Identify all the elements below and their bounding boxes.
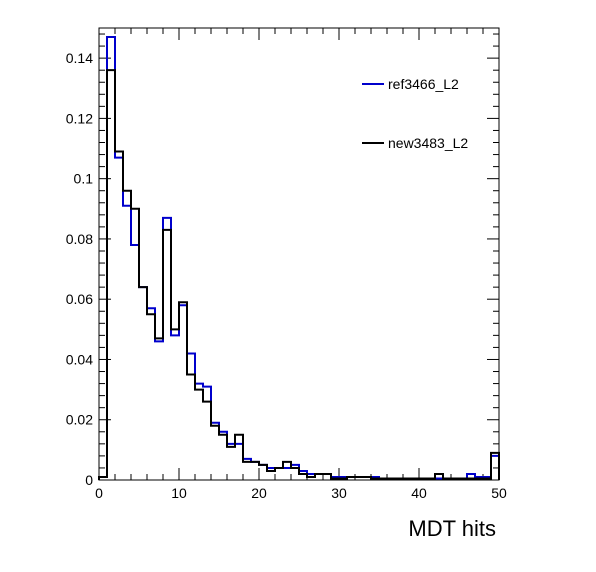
legend-label-new: new3483_L2 — [388, 135, 468, 151]
x-axis-title: MDT hits — [408, 516, 496, 541]
x-tick-label: 50 — [491, 485, 507, 501]
x-tick-label: 30 — [331, 485, 347, 501]
plot-border — [98, 27, 500, 481]
plot-frame — [98, 27, 500, 481]
y-tick-label: 0 — [85, 472, 93, 488]
legend-box — [356, 62, 486, 172]
legend: ref3466_L2 new3483_L2 — [356, 62, 486, 172]
x-tick-label: 0 — [95, 485, 103, 501]
x-tick-label: 40 — [411, 485, 427, 501]
legend-label-ref: ref3466_L2 — [388, 76, 459, 92]
y-tick-label: 0.08 — [66, 231, 93, 247]
x-tick-label: 10 — [171, 485, 187, 501]
y-tick-label: 0.02 — [66, 412, 93, 428]
y-tick-label: 0.1 — [74, 171, 94, 187]
histogram-series-new — [98, 69, 500, 480]
y-tick-label: 0.04 — [66, 351, 93, 367]
y-tick-label: 0.14 — [66, 50, 93, 66]
y-tick-label: 0.12 — [66, 110, 93, 126]
tick-labels: 0 10 20 30 40 50 0 0.02 0.04 0.06 0.08 0.1 0.12 0.14 — [66, 50, 507, 501]
x-tick-label: 20 — [251, 485, 267, 501]
data-series — [98, 36, 500, 480]
y-tick-label: 0.06 — [66, 291, 93, 307]
